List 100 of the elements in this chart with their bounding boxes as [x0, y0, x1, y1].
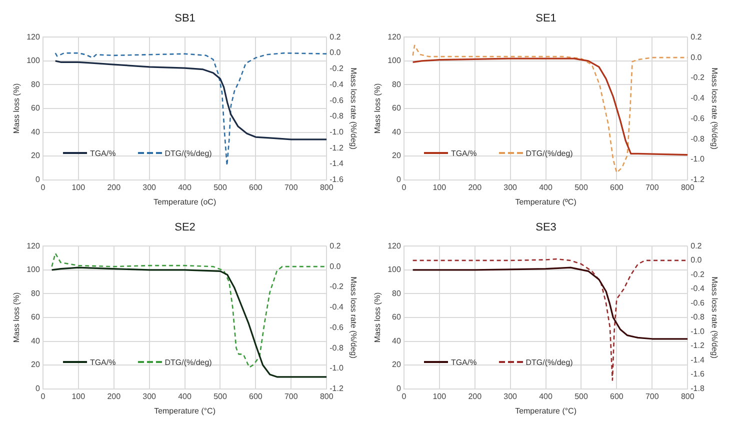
line-series — [54, 52, 327, 166]
legend-label: TGA/% — [450, 358, 477, 367]
x-tick-label: 200 — [107, 392, 122, 401]
x-tick-label: 400 — [178, 182, 192, 192]
x-tick-label: 500 — [574, 182, 588, 192]
x-axis-title: Temperature (oC) — [153, 197, 216, 206]
y2-tick-label: -0.2 — [690, 270, 705, 279]
y2-tick-label: -0.4 — [690, 94, 705, 103]
y-tick-label: 20 — [31, 151, 40, 160]
y2-tick-label: -0.6 — [330, 322, 344, 332]
y2-tick-label: -1.8 — [690, 384, 705, 394]
y-tick-label: 60 — [31, 104, 40, 113]
y2-tick-label: -1.4 — [690, 355, 705, 364]
y-tick-label: 20 — [392, 151, 402, 160]
y2-tick-label: -0.6 — [330, 96, 344, 105]
y2-tick-label: -0.4 — [330, 302, 344, 312]
y2-tick-label: -0.2 — [330, 64, 344, 74]
y-tick-label: 120 — [388, 32, 402, 42]
x-tick-label: 700 — [645, 182, 660, 192]
y2-tick-label: -1.2 — [330, 143, 344, 152]
x-axis-title: Temperature (°C) — [515, 406, 577, 416]
y-tick-label: 60 — [392, 312, 402, 322]
x-tick-label: 500 — [214, 392, 228, 401]
x-tick-label: 700 — [284, 182, 298, 192]
y2-tick-label: -1.0 — [690, 154, 705, 164]
x-tick-label: 600 — [249, 392, 263, 401]
y2-tick-label: -1.4 — [330, 159, 344, 168]
x-tick-label: 200 — [468, 182, 482, 192]
y2-tick-label: -0.4 — [690, 284, 705, 294]
y2-axis-title: Mass loss rate (%/deg) — [348, 276, 358, 359]
y-tick-label: 100 — [26, 56, 40, 66]
y2-tick-label: -0.8 — [330, 112, 344, 121]
y-axis-title: Mass loss (%) — [373, 292, 382, 343]
y2-tick-label: -1.0 — [330, 127, 344, 136]
x-tick-label: 800 — [680, 392, 695, 401]
y-tick-label: 80 — [31, 80, 40, 89]
y-tick-label: 60 — [392, 104, 402, 113]
legend-label: DTG/(%/deg) — [164, 358, 212, 367]
x-tick-label: 800 — [320, 392, 334, 401]
x-tick-label: 200 — [468, 392, 482, 401]
y2-tick-label: 0.2 — [690, 32, 702, 42]
y-tick-label: 0 — [35, 384, 40, 394]
y2-tick-label: -1.2 — [690, 175, 705, 184]
chart-title: SB1 — [174, 12, 196, 25]
y2-tick-label: -0.6 — [690, 298, 705, 308]
y2-tick-label: -0.8 — [690, 134, 705, 144]
x-tick-label: 500 — [214, 182, 228, 192]
y2-tick-label: 0.2 — [690, 241, 702, 250]
y-axis-title: Mass loss (%) — [12, 83, 22, 134]
x-tick-label: 100 — [72, 392, 86, 401]
y2-tick-label: -1.0 — [690, 326, 705, 336]
x-tick-label: 300 — [142, 182, 157, 192]
x-tick-label: 600 — [610, 392, 624, 401]
y2-tick-label: -0.8 — [690, 312, 705, 322]
legend-label: DTG/(%/deg) — [526, 358, 573, 367]
y2-tick-label: -1.0 — [330, 364, 344, 373]
chart-title: SE2 — [174, 222, 196, 234]
x-tick-label: 800 — [680, 182, 695, 192]
legend-label: DTG/(%/deg) — [164, 148, 212, 158]
x-tick-label: 400 — [539, 182, 553, 192]
y-tick-label: 20 — [392, 360, 402, 370]
x-tick-label: 100 — [72, 182, 86, 192]
y-tick-label: 100 — [26, 265, 40, 274]
y-tick-label: 0 — [396, 384, 402, 394]
y-tick-label: 40 — [31, 336, 40, 346]
chart-title: SE3 — [536, 222, 556, 234]
y2-tick-label: -1.2 — [330, 384, 344, 394]
y2-tick-label: -1.6 — [690, 370, 705, 379]
x-tick-label: 400 — [178, 392, 192, 401]
y2-tick-label: -0.2 — [690, 73, 705, 82]
y2-tick-label: -0.2 — [330, 282, 344, 292]
y2-axis-title: Mass loss rate (%/deg) — [710, 276, 719, 359]
y-tick-label: 40 — [31, 127, 40, 136]
y-tick-label: 60 — [31, 312, 40, 322]
x-tick-label: 200 — [107, 182, 122, 192]
x-axis-title: Temperature (ºC) — [515, 197, 577, 206]
y2-tick-label: 0.2 — [330, 32, 342, 42]
y-tick-label: 80 — [392, 288, 402, 298]
y2-tick-label: 0.2 — [330, 241, 342, 250]
y2-tick-label: -0.8 — [330, 343, 344, 352]
x-tick-label: 600 — [610, 182, 624, 192]
line-series — [412, 44, 688, 174]
x-tick-label: 600 — [249, 182, 263, 192]
x-tick-label: 300 — [504, 392, 518, 401]
y-tick-label: 0 — [396, 175, 402, 184]
y-tick-label: 0 — [35, 175, 40, 184]
x-axis-title: Temperature (°C) — [154, 406, 216, 416]
y-tick-label: 120 — [26, 32, 40, 42]
x-tick-label: 700 — [284, 392, 298, 401]
x-tick-label: 500 — [574, 392, 588, 401]
y2-tick-label: -0.6 — [690, 114, 705, 123]
line-series — [51, 252, 327, 368]
legend-label: TGA/% — [90, 148, 116, 158]
y-tick-label: 100 — [388, 265, 402, 274]
y2-tick-label: -1.2 — [690, 341, 705, 350]
y-tick-label: 120 — [26, 241, 40, 250]
y-tick-label: 100 — [388, 56, 402, 66]
line-series — [412, 258, 688, 381]
legend-label: TGA/% — [450, 148, 477, 158]
legend-label: DTG/(%/deg) — [526, 148, 573, 158]
